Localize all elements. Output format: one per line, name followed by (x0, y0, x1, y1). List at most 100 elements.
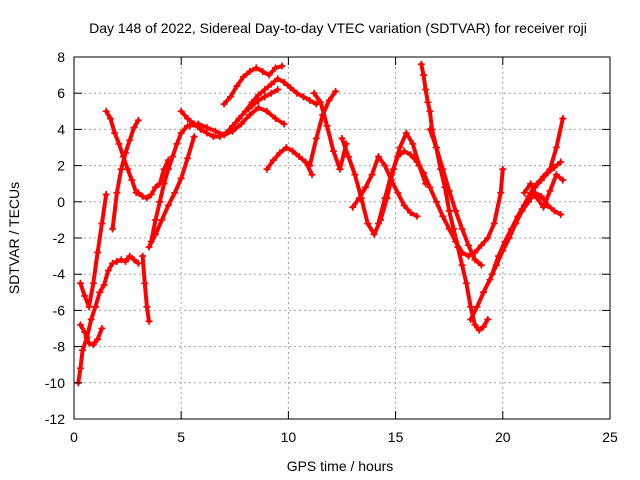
data-point-marker (499, 165, 507, 173)
data-point-marker (422, 86, 430, 94)
data-point-marker (537, 192, 545, 200)
data-point-marker (94, 248, 102, 256)
data-point-marker (246, 111, 254, 119)
data-point-marker (464, 252, 472, 260)
data-point-marker (325, 96, 333, 104)
y-tick-label: 8 (57, 49, 65, 65)
data-point-marker (475, 326, 483, 334)
series-trace (490, 116, 565, 277)
data-point-marker (130, 124, 138, 132)
data-point-marker (495, 252, 503, 260)
data-point-marker (196, 125, 204, 133)
data-point-marker (173, 140, 181, 148)
data-point-marker (546, 165, 554, 173)
data-point-marker (186, 122, 194, 130)
data-point-marker (121, 149, 129, 157)
x-tick-label: 0 (70, 429, 78, 445)
data-point-marker (89, 341, 97, 349)
data-point-marker (477, 241, 485, 249)
data-point-marker (229, 127, 237, 135)
data-point-marker (104, 267, 112, 275)
data-point-marker (471, 321, 479, 329)
data-series-3 (76, 321, 106, 349)
data-point-marker (124, 165, 132, 173)
data-point-marker (289, 147, 297, 155)
data-point-marker (464, 241, 472, 249)
data-point-marker (497, 189, 505, 197)
data-point-marker (190, 133, 198, 141)
data-point-marker (233, 82, 241, 90)
data-point-marker (76, 279, 84, 287)
data-point-marker (540, 172, 548, 180)
data-point-marker (518, 207, 526, 215)
data-point-marker (151, 216, 159, 224)
data-point-marker (525, 198, 533, 206)
data-point-marker (557, 210, 565, 218)
data-point-marker (295, 153, 303, 161)
y-tick-label: 2 (57, 158, 65, 174)
data-point-marker (239, 73, 247, 81)
data-point-marker (306, 96, 314, 104)
data-point-marker (151, 183, 159, 191)
data-point-marker (449, 225, 457, 233)
data-point-marker (458, 225, 466, 233)
data-series-8 (147, 122, 192, 246)
data-point-marker (87, 315, 95, 323)
data-point-marker (276, 149, 284, 157)
data-point-marker (121, 258, 129, 266)
data-point-marker (143, 194, 151, 202)
data-point-marker (267, 89, 275, 97)
data-point-marker (246, 67, 254, 75)
data-point-marker (151, 230, 159, 238)
data-point-marker (287, 84, 295, 92)
data-point-marker (171, 189, 179, 197)
data-point-marker (381, 162, 389, 170)
data-series-1 (74, 252, 142, 387)
data-point-marker (501, 238, 509, 246)
data-point-marker (432, 144, 440, 151)
data-point-marker (164, 201, 172, 209)
data-point-marker (507, 225, 515, 233)
data-series-17 (338, 129, 430, 238)
data-point-marker (338, 134, 346, 142)
data-series-25 (520, 171, 567, 211)
data-point-marker (134, 259, 142, 267)
data-point-marker (158, 216, 166, 224)
data-point-marker (374, 153, 382, 161)
grid (74, 57, 610, 419)
data-point-marker (184, 115, 192, 123)
data-point-marker (364, 220, 372, 228)
y-tick-label: -4 (53, 266, 66, 282)
data-point-marker (272, 64, 280, 72)
data-point-marker (81, 292, 89, 300)
data-point-marker (308, 171, 316, 179)
data-point-marker (323, 122, 331, 130)
y-tick-label: -2 (53, 230, 66, 246)
data-series-24 (512, 189, 565, 228)
data-point-marker (293, 89, 301, 97)
data-point-marker (278, 62, 286, 70)
data-point-marker (147, 191, 155, 199)
data-series-12 (220, 62, 286, 108)
data-point-marker (96, 288, 104, 296)
data-point-marker (117, 256, 125, 264)
series-trace (513, 190, 563, 226)
data-point-marker (169, 153, 177, 161)
series-trace (179, 87, 280, 139)
data-point-marker (194, 120, 202, 128)
y-tick-label: 6 (57, 85, 65, 101)
x-axis-label: GPS time / hours (287, 458, 394, 474)
data-point-marker (552, 171, 560, 179)
data-point-marker (445, 207, 453, 215)
data-point-marker (332, 87, 340, 95)
data-point-marker (177, 174, 185, 182)
data-series-5 (109, 116, 142, 233)
data-point-marker (111, 129, 119, 137)
data-point-marker (413, 212, 421, 220)
y-tick-label: -10 (45, 375, 65, 391)
data-point-marker (310, 89, 318, 97)
data-point-marker (261, 93, 269, 101)
data-point-marker (452, 207, 460, 215)
data-point-marker (274, 86, 282, 94)
